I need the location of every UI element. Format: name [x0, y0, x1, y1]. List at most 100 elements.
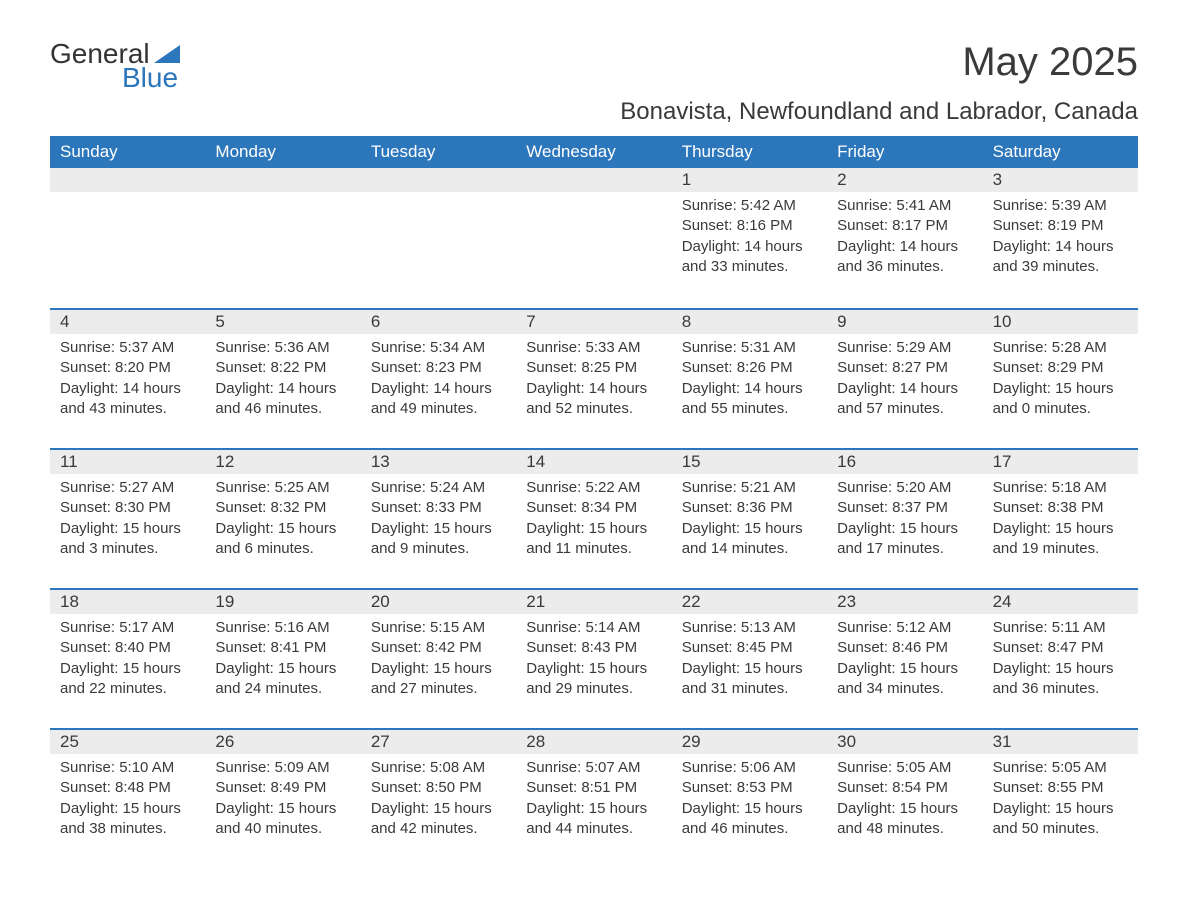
- day-number: 5: [205, 310, 360, 334]
- day-sunrise: Sunrise: 5:12 AM: [837, 618, 972, 638]
- day-day1: Daylight: 15 hours: [837, 519, 972, 539]
- day-number: 11: [50, 450, 205, 474]
- day-sunrise: Sunrise: 5:17 AM: [60, 618, 195, 638]
- day-sunset: Sunset: 8:23 PM: [371, 358, 506, 378]
- calendar-day: [516, 168, 671, 308]
- calendar-day: 27Sunrise: 5:08 AMSunset: 8:50 PMDayligh…: [361, 730, 516, 868]
- day-number: 27: [361, 730, 516, 754]
- day-sunset: Sunset: 8:26 PM: [682, 358, 817, 378]
- calendar-day: 2Sunrise: 5:41 AMSunset: 8:17 PMDaylight…: [827, 168, 982, 308]
- day-sunrise: Sunrise: 5:42 AM: [682, 196, 817, 216]
- calendar-day: 18Sunrise: 5:17 AMSunset: 8:40 PMDayligh…: [50, 590, 205, 728]
- day-day1: Daylight: 14 hours: [837, 379, 972, 399]
- calendar-day: 3Sunrise: 5:39 AMSunset: 8:19 PMDaylight…: [983, 168, 1138, 308]
- day-day2: and 46 minutes.: [215, 399, 350, 419]
- day-number: 17: [983, 450, 1138, 474]
- day-day2: and 44 minutes.: [526, 819, 661, 839]
- day-sunset: Sunset: 8:37 PM: [837, 498, 972, 518]
- day-sunrise: Sunrise: 5:41 AM: [837, 196, 972, 216]
- day-day2: and 42 minutes.: [371, 819, 506, 839]
- day-sunset: Sunset: 8:25 PM: [526, 358, 661, 378]
- calendar-day: 31Sunrise: 5:05 AMSunset: 8:55 PMDayligh…: [983, 730, 1138, 868]
- day-sunset: Sunset: 8:53 PM: [682, 778, 817, 798]
- day-day2: and 19 minutes.: [993, 539, 1128, 559]
- day-day2: and 29 minutes.: [526, 679, 661, 699]
- day-day1: Daylight: 15 hours: [371, 519, 506, 539]
- day-day2: and 9 minutes.: [371, 539, 506, 559]
- day-sunset: Sunset: 8:36 PM: [682, 498, 817, 518]
- day-number: 24: [983, 590, 1138, 614]
- day-day2: and 14 minutes.: [682, 539, 817, 559]
- day-number: 18: [50, 590, 205, 614]
- day-number: 6: [361, 310, 516, 334]
- day-day2: and 52 minutes.: [526, 399, 661, 419]
- day-day1: Daylight: 14 hours: [60, 379, 195, 399]
- day-number: 15: [672, 450, 827, 474]
- calendar-day: 26Sunrise: 5:09 AMSunset: 8:49 PMDayligh…: [205, 730, 360, 868]
- page-title: May 2025: [962, 40, 1138, 85]
- day-sunset: Sunset: 8:30 PM: [60, 498, 195, 518]
- day-sunset: Sunset: 8:32 PM: [215, 498, 350, 518]
- day-day1: Daylight: 15 hours: [526, 659, 661, 679]
- location-subtitle: Bonavista, Newfoundland and Labrador, Ca…: [50, 98, 1138, 126]
- day-day1: Daylight: 15 hours: [682, 659, 817, 679]
- day-number: 20: [361, 590, 516, 614]
- day-day1: Daylight: 14 hours: [837, 237, 972, 257]
- day-sunrise: Sunrise: 5:28 AM: [993, 338, 1128, 358]
- day-body: Sunrise: 5:22 AMSunset: 8:34 PMDaylight:…: [516, 474, 671, 573]
- day-sunrise: Sunrise: 5:27 AM: [60, 478, 195, 498]
- day-day1: Daylight: 15 hours: [837, 799, 972, 819]
- day-day1: Daylight: 15 hours: [993, 659, 1128, 679]
- day-number: 26: [205, 730, 360, 754]
- day-body: Sunrise: 5:07 AMSunset: 8:51 PMDaylight:…: [516, 754, 671, 853]
- day-sunset: Sunset: 8:17 PM: [837, 216, 972, 236]
- day-number: [361, 168, 516, 192]
- day-sunrise: Sunrise: 5:24 AM: [371, 478, 506, 498]
- day-number: [205, 168, 360, 192]
- day-sunset: Sunset: 8:46 PM: [837, 638, 972, 658]
- day-sunset: Sunset: 8:43 PM: [526, 638, 661, 658]
- day-body: Sunrise: 5:24 AMSunset: 8:33 PMDaylight:…: [361, 474, 516, 573]
- day-day2: and 31 minutes.: [682, 679, 817, 699]
- day-sunrise: Sunrise: 5:31 AM: [682, 338, 817, 358]
- day-body: Sunrise: 5:28 AMSunset: 8:29 PMDaylight:…: [983, 334, 1138, 433]
- weeks-container: 1Sunrise: 5:42 AMSunset: 8:16 PMDaylight…: [50, 168, 1138, 868]
- day-sunrise: Sunrise: 5:34 AM: [371, 338, 506, 358]
- day-day2: and 36 minutes.: [993, 679, 1128, 699]
- day-day1: Daylight: 15 hours: [993, 519, 1128, 539]
- day-day1: Daylight: 14 hours: [215, 379, 350, 399]
- day-day2: and 0 minutes.: [993, 399, 1128, 419]
- dow-tuesday: Tuesday: [361, 136, 516, 168]
- day-sunrise: Sunrise: 5:18 AM: [993, 478, 1128, 498]
- day-body: Sunrise: 5:15 AMSunset: 8:42 PMDaylight:…: [361, 614, 516, 713]
- day-number: 10: [983, 310, 1138, 334]
- calendar-day: 22Sunrise: 5:13 AMSunset: 8:45 PMDayligh…: [672, 590, 827, 728]
- day-of-week-header: Sunday Monday Tuesday Wednesday Thursday…: [50, 136, 1138, 168]
- day-sunrise: Sunrise: 5:25 AM: [215, 478, 350, 498]
- day-day1: Daylight: 15 hours: [526, 519, 661, 539]
- day-day1: Daylight: 15 hours: [682, 519, 817, 539]
- day-number: 3: [983, 168, 1138, 192]
- day-number: 1: [672, 168, 827, 192]
- day-body: Sunrise: 5:08 AMSunset: 8:50 PMDaylight:…: [361, 754, 516, 853]
- calendar-day: 28Sunrise: 5:07 AMSunset: 8:51 PMDayligh…: [516, 730, 671, 868]
- day-number: 12: [205, 450, 360, 474]
- day-day1: Daylight: 15 hours: [526, 799, 661, 819]
- calendar-day: 10Sunrise: 5:28 AMSunset: 8:29 PMDayligh…: [983, 310, 1138, 448]
- day-number: 4: [50, 310, 205, 334]
- day-number: [516, 168, 671, 192]
- day-day1: Daylight: 15 hours: [215, 659, 350, 679]
- day-day2: and 55 minutes.: [682, 399, 817, 419]
- day-day1: Daylight: 15 hours: [837, 659, 972, 679]
- calendar-day: 6Sunrise: 5:34 AMSunset: 8:23 PMDaylight…: [361, 310, 516, 448]
- day-day1: Daylight: 15 hours: [993, 799, 1128, 819]
- calendar-day: 25Sunrise: 5:10 AMSunset: 8:48 PMDayligh…: [50, 730, 205, 868]
- day-number: 13: [361, 450, 516, 474]
- day-body: Sunrise: 5:17 AMSunset: 8:40 PMDaylight:…: [50, 614, 205, 713]
- calendar-week: 4Sunrise: 5:37 AMSunset: 8:20 PMDaylight…: [50, 308, 1138, 448]
- day-sunset: Sunset: 8:19 PM: [993, 216, 1128, 236]
- day-sunrise: Sunrise: 5:07 AM: [526, 758, 661, 778]
- calendar-day: 13Sunrise: 5:24 AMSunset: 8:33 PMDayligh…: [361, 450, 516, 588]
- day-day1: Daylight: 15 hours: [215, 519, 350, 539]
- day-body: Sunrise: 5:33 AMSunset: 8:25 PMDaylight:…: [516, 334, 671, 433]
